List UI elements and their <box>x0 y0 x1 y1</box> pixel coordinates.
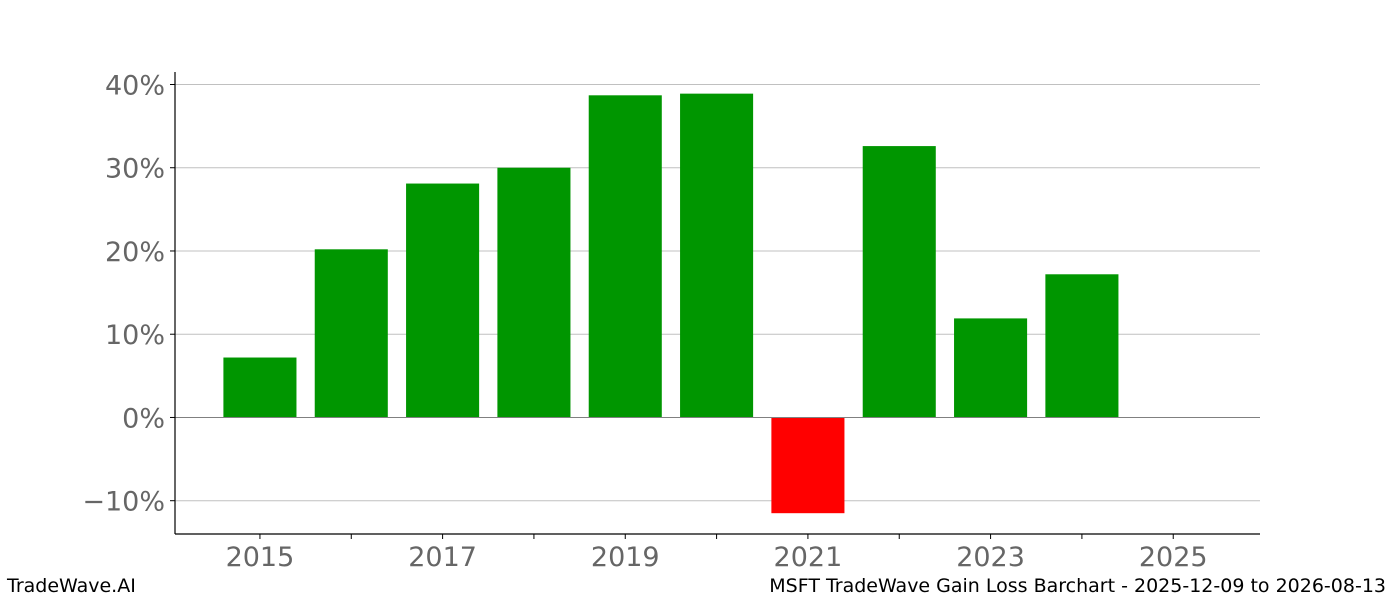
bar-2024 <box>1045 274 1119 418</box>
x-tick-label: 2015 <box>226 542 295 573</box>
axes <box>174 72 1260 535</box>
brand-label: TradeWave.AI <box>7 575 136 597</box>
x-tick-label: 2019 <box>591 542 660 573</box>
bar-2017 <box>406 183 480 418</box>
x-tick-label: 2021 <box>774 542 843 573</box>
x-axis-ticks: 2015 2017 2019 2021 2023 2025 <box>226 534 1208 573</box>
x-tick-label: 2023 <box>956 542 1025 573</box>
bar-2019 <box>588 95 662 418</box>
bar-2018 <box>497 167 571 418</box>
bar-2016 <box>314 249 388 418</box>
y-axis-ticks: −10% 0% 10% 20% 30% 40% <box>82 70 175 518</box>
bar-2020 <box>680 93 754 418</box>
bar-2021 <box>771 417 845 514</box>
x-tick-label: 2017 <box>408 542 477 573</box>
x-tick-label: 2025 <box>1139 542 1208 573</box>
y-tick-label: 30% <box>105 154 165 185</box>
y-tick-label: 10% <box>105 320 165 351</box>
y-tick-label: 40% <box>105 70 165 101</box>
bar-2015 <box>223 357 297 418</box>
chart-title: MSFT TradeWave Gain Loss Barchart - 2025… <box>769 575 1386 597</box>
bar-2022 <box>862 146 936 418</box>
y-tick-label: 20% <box>105 237 165 268</box>
bar-2023 <box>954 318 1028 418</box>
y-tick-label: −10% <box>82 487 165 518</box>
y-tick-label: 0% <box>122 403 165 434</box>
bars <box>223 93 1119 514</box>
